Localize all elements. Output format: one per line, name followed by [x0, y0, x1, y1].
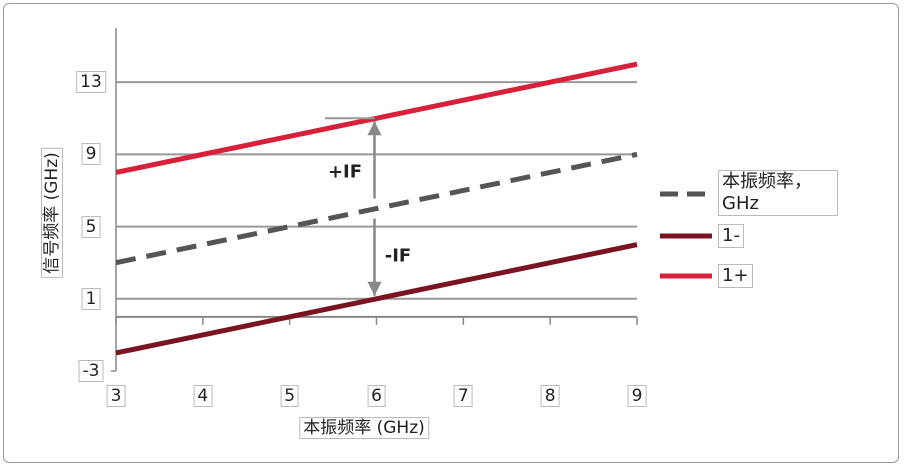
x-tick-label: 5 [280, 385, 300, 407]
series-line [115, 151, 638, 266]
y-axis-title: 信号频率 (GHz) [41, 148, 63, 278]
series-line [115, 61, 638, 175]
x-tick-label: 4 [193, 385, 213, 407]
x-tick-label: 7 [453, 385, 473, 407]
frame [3, 3, 899, 463]
x-tick-label: 8 [540, 385, 560, 407]
annotation: +IF [325, 159, 365, 185]
series-line [115, 242, 638, 356]
x-tick-label: 3 [106, 385, 126, 407]
legend-label: 1- [718, 224, 744, 248]
y-tick-label: 9 [81, 143, 101, 166]
y-tick-label: 1 [81, 287, 101, 310]
x-tick-label: 9 [627, 385, 647, 407]
y-tick-label: 5 [81, 215, 101, 238]
legend-label: 1+ [718, 264, 753, 288]
annotation: -IF [382, 243, 414, 269]
y-tick-label: -3 [78, 360, 104, 382]
y-tick-label: 13 [76, 71, 106, 94]
legend-label: 本振频率，GHz [718, 170, 838, 216]
arrow-head [367, 121, 382, 136]
x-tick-label: 6 [367, 385, 386, 407]
x-axis-title: 本振频率 (GHz) [299, 417, 429, 439]
arrow-head [367, 281, 382, 296]
